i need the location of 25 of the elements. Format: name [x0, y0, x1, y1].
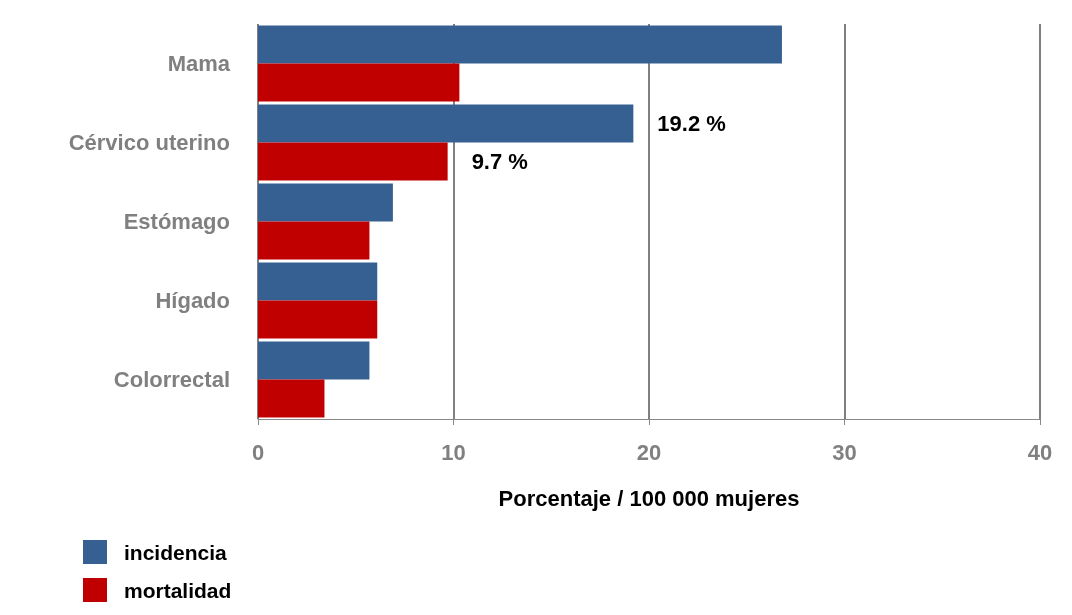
data-label: 19.2 %	[657, 111, 726, 137]
y-tick-label: Hígado	[155, 288, 230, 313]
x-tick-label: 30	[832, 439, 857, 465]
x-tick-label: 0	[251, 439, 265, 465]
bar	[258, 341, 370, 380]
bar	[258, 63, 460, 102]
y-tick-label: Colorrectal	[113, 367, 230, 392]
y-tick-label: Mama	[167, 51, 231, 76]
bar	[258, 25, 782, 64]
bar	[258, 300, 378, 339]
y-tick-label: Estómago	[123, 209, 230, 234]
bar	[258, 379, 325, 418]
bar	[258, 221, 370, 260]
legend-label: incidencia	[124, 540, 228, 564]
bar	[258, 104, 634, 143]
bar	[258, 183, 393, 222]
data-label: 9.7 %	[471, 148, 528, 174]
x-tick-label: 10	[441, 439, 466, 465]
x-tick-label: 20	[636, 439, 662, 465]
legend-label: mortalidad	[124, 578, 232, 602]
x-axis-title: Porcentaje / 100 000 mujeres	[498, 485, 800, 511]
bar	[258, 142, 448, 181]
y-tick-label: Cérvico uterino	[68, 130, 230, 155]
x-tick-label: 40	[1027, 439, 1053, 465]
bar	[258, 262, 378, 301]
